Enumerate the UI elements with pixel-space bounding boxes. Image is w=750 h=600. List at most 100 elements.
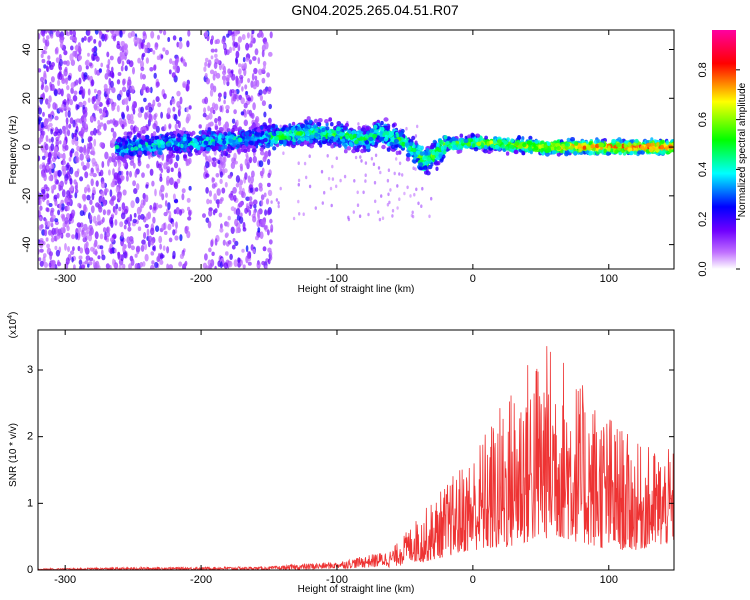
heatmap-noise-dot (80, 133, 84, 139)
heatmap-noise-dot (48, 122, 53, 128)
heatmap-noise-dot (41, 81, 45, 88)
heatmap-noise-dot (129, 170, 132, 178)
heatmap-noise-dot (90, 79, 95, 87)
heatmap-noise-dot (100, 181, 106, 189)
heatmap-noise-dot (203, 107, 207, 114)
heatmap-noise-dot (339, 178, 342, 183)
heatmap-ridge-dot (309, 144, 315, 149)
heatmap-noise-dot (39, 135, 44, 143)
heatmap-ridge-dot (436, 142, 440, 147)
heatmap-noise-dot (82, 88, 86, 97)
heatmap-noise-dot (147, 88, 152, 93)
heatmap-noise-dot (228, 72, 232, 78)
heatmap-noise-dot (231, 33, 236, 42)
heatmap-noise-dot (106, 227, 109, 233)
heatmap-noise-dot (115, 186, 120, 193)
heatmap-ridge-dot (368, 136, 374, 142)
heatmap-noise-dot (161, 193, 165, 201)
heatmap-ridge-dot (371, 141, 375, 146)
heatmap-noise-dot (49, 253, 53, 261)
heatmap-noise-dot (102, 227, 107, 233)
heatmap-noise-dot (76, 104, 80, 110)
heatmap-noise-dot (105, 231, 111, 238)
heatmap-noise-dot (128, 263, 133, 269)
heatmap-noise-dot (59, 140, 62, 145)
heatmap-noise-dot (59, 42, 64, 49)
heatmap-ridge-dot (418, 166, 423, 171)
heatmap-noise-dot (109, 98, 114, 104)
heatmap-noise-dot (150, 264, 155, 269)
heatmap-noise-dot (116, 43, 121, 50)
heatmap-ridge-dot (188, 145, 194, 150)
heatmap-noise-dot (246, 253, 251, 259)
heatmap-noise-dot (169, 177, 174, 186)
heatmap-noise-dot (110, 237, 115, 243)
heatmap-noise-dot (227, 215, 231, 221)
heatmap-noise-dot (214, 208, 218, 214)
heatmap-noise-dot (58, 58, 63, 67)
heatmap-noise-dot (48, 168, 52, 175)
heatmap-noise-dot (45, 237, 49, 242)
heatmap-noise-dot (79, 247, 84, 254)
heatmap-ridge-dot (322, 136, 326, 141)
heatmap-ridge-dot (218, 127, 224, 132)
heatmap-noise-dot (114, 219, 118, 226)
heatmap-noise-dot (166, 179, 170, 186)
heatmap-noise-dot (240, 111, 245, 116)
heatmap-noise-dot (126, 105, 130, 112)
heatmap-noise-dot (205, 161, 210, 169)
heatmap-ridge-dot (418, 162, 424, 167)
heatmap-noise-dot (88, 230, 93, 237)
heatmap-noise-dot (135, 196, 140, 204)
heatmap-noise-dot (43, 262, 49, 268)
heatmap-ridge-dot (545, 152, 550, 157)
heatmap-noise-dot (110, 182, 115, 188)
heatmap-noise-dot (83, 36, 87, 41)
heatmap-noise-dot (245, 57, 250, 62)
heatmap-noise-dot (96, 99, 101, 106)
heatmap-ridge-dot (211, 141, 216, 146)
heatmap-noise-dot (105, 263, 110, 269)
heatmap-ridge-dot (324, 119, 329, 124)
heatmap-noise-dot (42, 164, 46, 171)
heatmap-noise-dot (262, 246, 267, 252)
heatmap-noise-dot (257, 57, 261, 65)
heatmap-noise-dot (248, 59, 252, 65)
heatmap-ridge-dot (270, 139, 276, 144)
heatmap-noise-dot (186, 113, 191, 122)
heatmap-ridge-dot (337, 143, 342, 148)
heatmap-noise-dot (38, 107, 42, 115)
heatmap-noise-dot (84, 260, 89, 265)
heatmap-noise-dot (263, 192, 267, 198)
heatmap-ridge-dot (358, 141, 363, 146)
heatmap-noise-dot (275, 198, 279, 202)
heatmap-noise-dot (114, 208, 118, 216)
heatmap-noise-dot (171, 221, 175, 227)
heatmap-noise-dot (96, 167, 100, 174)
heatmap-noise-dot (244, 158, 248, 166)
heatmap-ridge-dot (237, 150, 241, 155)
heatmap-ridge-dot (513, 149, 519, 154)
heatmap-noise-dot (63, 166, 67, 172)
heatmap-noise-dot (266, 209, 271, 216)
heatmap-noise-dot (126, 174, 129, 182)
heatmap-ridge-dot (214, 125, 219, 130)
heatmap-noise-dot (153, 72, 157, 79)
heatmap-noise-dot (173, 161, 179, 169)
heatmap-noise-dot (41, 147, 45, 153)
heatmap-noise-dot (51, 152, 57, 157)
heatmap-noise-dot (186, 197, 191, 203)
heatmap-noise-dot (233, 41, 238, 49)
heatmap-noise-dot (238, 63, 242, 68)
heatmap-noise-dot (66, 201, 71, 207)
heatmap-noise-dot (403, 191, 406, 196)
heatmap-noise-dot (153, 113, 157, 121)
page-title: GN04.2025.265.04.51.R07 (291, 2, 459, 18)
heatmap-noise-dot (159, 176, 163, 182)
heatmap-noise-dot (70, 82, 75, 89)
heatmap-noise-dot (137, 112, 143, 118)
heatmap-noise-dot (53, 146, 58, 154)
heatmap-noise-dot (235, 175, 240, 183)
heatmap-noise-dot (241, 86, 244, 92)
heatmap-noise-dot (68, 123, 72, 129)
